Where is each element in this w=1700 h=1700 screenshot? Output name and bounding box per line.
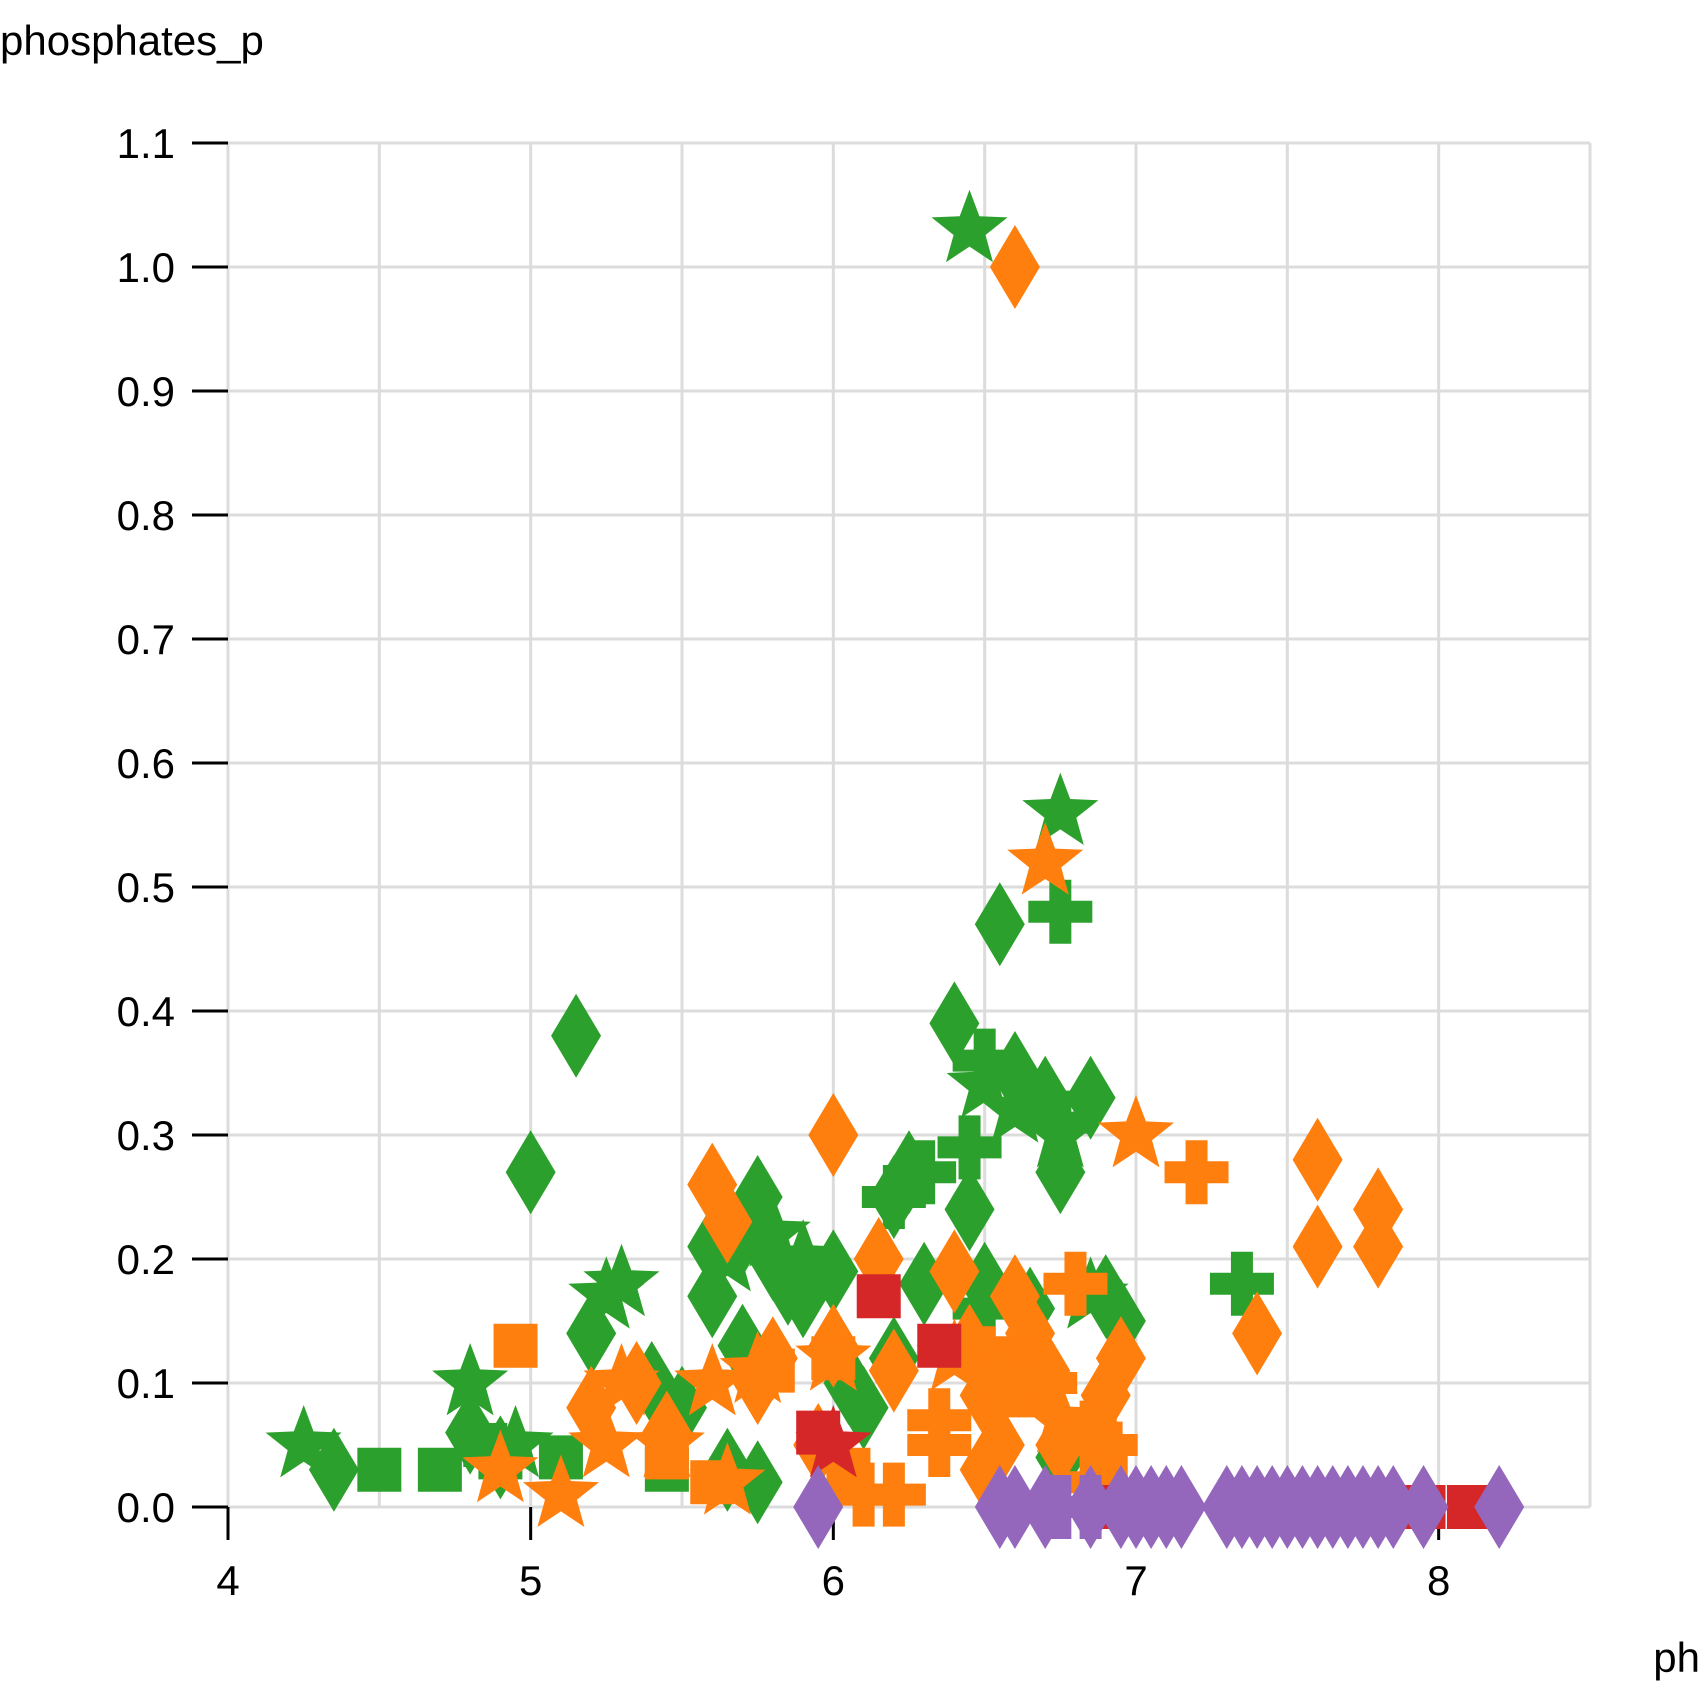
- data-point-orange-diamond: [611, 1341, 662, 1425]
- data-point-green-plus: [952, 1276, 1017, 1341]
- data-point-purple-diamond: [1398, 1465, 1449, 1549]
- data-point-orange-star: [522, 1454, 599, 1527]
- x-tick-label: 7: [1124, 1557, 1147, 1604]
- data-point-red-square: [1446, 1485, 1491, 1529]
- grid: [226, 141, 1592, 1509]
- y-axis-label: phosphates_p: [0, 17, 264, 64]
- axes: 0.0 0.1 0.2 0.3 0.4 0.5 0.6 0.7 0.8 0.9 1.0 1.1 4 5 6 7…: [117, 120, 1451, 1604]
- data-point-orange-plus: [1058, 1400, 1123, 1465]
- data-point-green-diamond: [1035, 1130, 1086, 1215]
- data-point-orange-star: [1098, 1095, 1174, 1168]
- data-point-orange-plus: [1164, 1140, 1229, 1205]
- data-point-orange-square: [811, 1336, 856, 1381]
- data-point-orange-diamond: [1095, 1316, 1146, 1401]
- data-point-purple-plus: [1058, 1475, 1123, 1539]
- data-point-orange-plus: [861, 1462, 926, 1527]
- y-tick-label: 0.4: [117, 988, 175, 1035]
- data-point-green-diamond: [808, 1229, 859, 1314]
- y-tick-label: 0.9: [117, 368, 175, 415]
- data-point-orange-star: [462, 1429, 539, 1503]
- data-marks: [265, 189, 1525, 1549]
- data-point-green-square: [357, 1447, 402, 1492]
- data-point-orange-diamond: [808, 1093, 859, 1177]
- data-point-orange-star: [1007, 822, 1084, 895]
- data-point-green-diamond: [566, 1291, 617, 1376]
- y-tick-label: 0.5: [117, 864, 175, 911]
- data-point-red-star: [795, 1405, 872, 1478]
- data-point-green-star: [1022, 772, 1099, 845]
- y-tick-label: 0.2: [117, 1236, 175, 1283]
- data-point-purple-diamond: [989, 1465, 1040, 1549]
- data-point-green-diamond: [974, 882, 1025, 967]
- data-point-orange-diamond: [1292, 1204, 1343, 1289]
- data-point-green-diamond: [551, 993, 602, 1078]
- y-tick-label: 0.7: [117, 616, 175, 663]
- data-point-purple-diamond: [1368, 1465, 1419, 1549]
- data-point-orange-square: [750, 1348, 795, 1393]
- data-point-orange-square: [493, 1323, 538, 1368]
- data-point-orange-plus: [1013, 1351, 1078, 1415]
- data-point-purple-diamond: [1474, 1465, 1525, 1549]
- data-point-green-star: [265, 1405, 342, 1478]
- data-point-orange-diamond: [1292, 1117, 1343, 1202]
- data-point-red-square: [856, 1274, 901, 1319]
- data-point-orange-diamond: [566, 1365, 617, 1450]
- data-point-green-plus: [937, 1115, 1002, 1180]
- data-point-orange-diamond: [1232, 1291, 1283, 1376]
- x-axis-label: ph: [1653, 1634, 1700, 1681]
- data-point-orange-star: [568, 1405, 645, 1478]
- data-point-orange-diamond: [702, 1179, 753, 1264]
- data-point-green-square: [417, 1447, 462, 1492]
- data-point-green-plus: [892, 1140, 957, 1205]
- y-tick-label: 1.0: [117, 244, 175, 291]
- data-point-green-diamond: [929, 981, 980, 1066]
- data-point-orange-plus: [967, 1351, 1032, 1415]
- y-tick-label: 0.6: [117, 740, 175, 787]
- data-point-orange-star: [674, 1343, 751, 1416]
- data-point-green-star: [583, 1243, 660, 1317]
- data-point-green-diamond: [944, 1167, 995, 1252]
- y-tick-label: 0.0: [117, 1484, 175, 1531]
- data-point-orange-square: [644, 1435, 689, 1480]
- data-point-green-diamond: [505, 1130, 556, 1215]
- data-point-orange-plus: [952, 1326, 1017, 1391]
- data-point-green-plus: [952, 1028, 1017, 1093]
- data-point-green-plus: [1028, 1090, 1093, 1155]
- data-point-red-square: [917, 1323, 962, 1368]
- data-point-orange-plus: [1043, 1251, 1108, 1316]
- data-point-orange-diamond: [868, 1328, 919, 1413]
- data-point-green-plus: [1028, 879, 1093, 944]
- data-point-purple-diamond: [793, 1465, 844, 1549]
- x-tick-label: 4: [216, 1557, 239, 1604]
- x-tick-label: 5: [519, 1557, 542, 1604]
- y-tick-label: 0.8: [117, 492, 175, 539]
- data-point-orange-diamond: [989, 225, 1040, 309]
- data-point-green-plus: [861, 1165, 926, 1229]
- y-tick-label: 0.1: [117, 1360, 175, 1407]
- y-tick-label: 1.1: [117, 120, 175, 167]
- data-point-orange-diamond: [929, 1229, 980, 1314]
- y-tick-label: 0.3: [117, 1112, 175, 1159]
- x-tick-label: 8: [1427, 1557, 1450, 1604]
- data-point-green-star: [432, 1343, 509, 1416]
- data-point-orange-plus: [907, 1413, 972, 1477]
- data-point-orange-square: [690, 1460, 735, 1505]
- data-point-purple-diamond: [1156, 1465, 1207, 1549]
- data-point-green-diamond: [308, 1427, 359, 1512]
- data-point-green-plus: [1209, 1251, 1274, 1316]
- data-point-orange-diamond: [1353, 1204, 1404, 1289]
- data-point-green-diamond: [687, 1254, 738, 1339]
- x-tick-label: 6: [822, 1557, 845, 1604]
- data-point-orange-plus: [1073, 1413, 1138, 1477]
- data-point-green-star: [931, 189, 1008, 263]
